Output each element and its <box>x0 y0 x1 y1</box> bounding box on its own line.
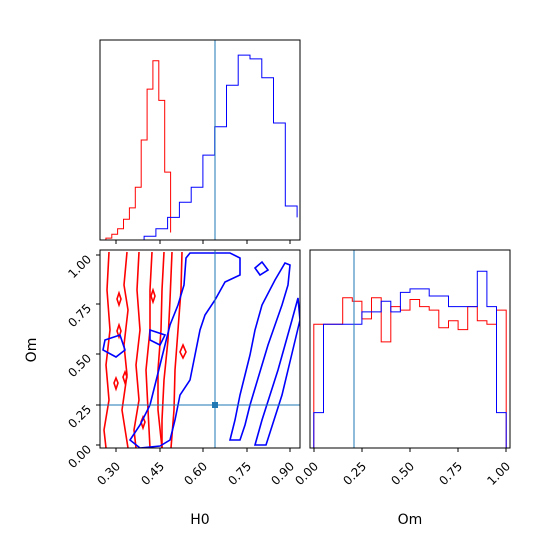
contour-xtick-label: 0.30 <box>94 459 123 488</box>
blue-contours <box>102 252 300 448</box>
om-xtick-label: 0.50 <box>388 459 417 488</box>
contour-yticks <box>96 254 100 446</box>
contour-xtick-labels: 0.30 0.45 0.60 0.75 0.90 <box>94 459 297 488</box>
blue-histogram-step <box>313 270 507 448</box>
contour-ytick-label: 0.25 <box>65 402 94 431</box>
contour-xticks <box>115 448 291 452</box>
contour-xtick-label: 0.75 <box>225 459 254 488</box>
contour-xtick-label: 0.90 <box>268 459 297 488</box>
contour-xtick-label: 0.60 <box>181 459 210 488</box>
contour-ytick-label: 1.00 <box>65 252 94 281</box>
contour-ytick-label: 0.75 <box>65 301 94 330</box>
om-xtick-label: 0.25 <box>340 459 369 488</box>
om-xtick-labels: 0.00 0.25 0.50 0.75 1.00 <box>292 459 513 488</box>
panel-h0-om-contour: 0.30 0.45 0.60 0.75 0.90 0.00 0.25 0.50 … <box>24 249 301 528</box>
panel-om-marginal: 0.00 0.25 0.50 0.75 1.00 Om <box>292 249 513 528</box>
red-contours <box>103 251 187 448</box>
panel-h0-marginal <box>99 39 301 244</box>
contour-ytick-label: 0.00 <box>65 442 94 471</box>
contour-ytick-label: 0.50 <box>65 351 94 380</box>
om-marginal-xticks <box>313 448 507 452</box>
contour-ylabel: Om <box>24 338 40 363</box>
om-xtick-label: 0.00 <box>292 459 321 488</box>
red-histogram-step <box>100 60 172 241</box>
contour-xtick-label: 0.45 <box>138 459 167 488</box>
truth-marker <box>212 402 218 408</box>
red-histogram-step <box>313 297 507 448</box>
om-xtick-label: 0.75 <box>436 459 465 488</box>
h0-marginal-xticks <box>115 240 291 244</box>
om-xlabel: Om <box>398 512 423 528</box>
om-xtick-label: 1.00 <box>484 459 513 488</box>
contour-ytick-labels: 0.00 0.25 0.50 0.75 1.00 <box>65 252 94 471</box>
contour-xlabel: H0 <box>190 512 209 528</box>
